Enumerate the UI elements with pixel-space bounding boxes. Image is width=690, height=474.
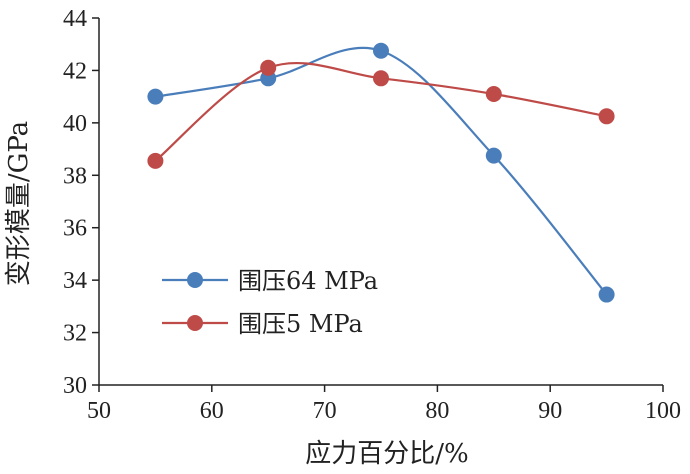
x-tick-label: 70 (313, 398, 337, 424)
x-tick-label: 90 (538, 398, 562, 424)
x-axis-title: 应力百分比/% (305, 439, 468, 469)
data-point (485, 86, 502, 103)
y-tick-label: 30 (63, 373, 87, 399)
x-tick-label: 80 (425, 398, 449, 424)
legend-label-1: 围压5 MPa (238, 310, 363, 338)
y-tick-label: 38 (63, 163, 87, 189)
x-tick-label: 50 (87, 398, 111, 424)
legend-label-0: 围压64 MPa (238, 267, 378, 295)
data-point (373, 42, 389, 59)
y-tick-label: 44 (63, 6, 87, 32)
x-tick-label: 60 (200, 398, 224, 424)
data-point (147, 88, 164, 105)
legend: 围压64 MPa 围压5 MPa (162, 267, 378, 338)
y-tick-label: 42 (63, 58, 87, 84)
ticks: 30 32 34 36 38 40 42 44 50 60 70 80 90 100 (63, 6, 681, 424)
y-tick-label: 34 (63, 268, 87, 294)
data-point (598, 286, 615, 303)
y-tick-label: 36 (63, 216, 87, 242)
axes (98, 18, 663, 386)
x-tick-label: 100 (645, 398, 681, 424)
data-point (260, 59, 277, 76)
legend-marker-1 (187, 315, 203, 331)
y-tick-label: 32 (63, 321, 87, 347)
data-point (485, 147, 502, 164)
data-point (373, 70, 389, 87)
series-points (147, 42, 615, 303)
y-tick-label: 40 (63, 111, 87, 137)
legend-marker-0 (187, 272, 203, 288)
data-point (147, 152, 164, 169)
data-point (598, 108, 615, 125)
y-axis-title: 变形模量/GPa (4, 121, 34, 286)
